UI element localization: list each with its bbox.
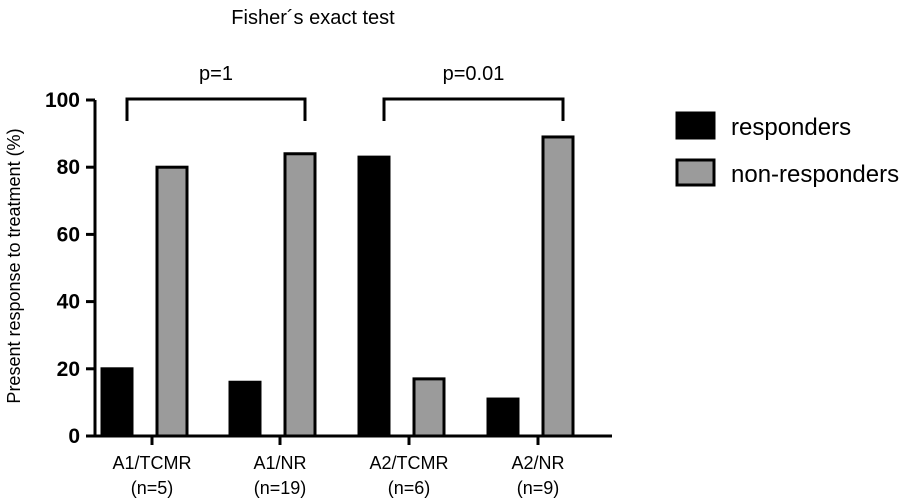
x-tick-label: A1/NR	[253, 453, 306, 473]
x-tick-label-n: (n=6)	[388, 478, 431, 498]
x-tick-label-n: (n=19)	[254, 478, 307, 498]
y-tick-label: 20	[57, 358, 80, 381]
y-tick-label: 60	[57, 223, 80, 246]
y-tick-label: 40	[57, 291, 80, 314]
bar-responders	[486, 397, 520, 438]
bar-responders	[357, 155, 391, 438]
bar-non-responders	[541, 135, 575, 438]
bar-non-responders	[283, 152, 317, 438]
y-tick-label: 100	[45, 89, 80, 112]
legend-label-responders: responders	[731, 114, 851, 141]
y-tick-label: 80	[57, 156, 80, 179]
chart-title: Fisher´s exact test	[231, 7, 395, 29]
y-axis-label: Present response to treatment (%)	[4, 128, 24, 403]
bar-responders	[228, 380, 262, 438]
legend-swatch-responders	[675, 111, 716, 140]
y-tick-label: 0	[68, 425, 80, 448]
x-tick-label: A2/TCMR	[369, 453, 448, 473]
x-tick-label-n: (n=5)	[131, 478, 174, 498]
significance-bracket	[382, 97, 565, 121]
bar-non-responders	[412, 377, 446, 438]
x-tick-label-n: (n=9)	[517, 478, 560, 498]
legend-swatch-non-responders	[675, 158, 716, 187]
bar-responders	[100, 367, 134, 438]
legend: responders non-responders	[675, 111, 899, 188]
p-value-label: p=0.01	[443, 63, 505, 85]
bar-non-responders	[155, 165, 189, 438]
x-tick-label: A2/NR	[511, 453, 564, 473]
significance-bracket	[125, 97, 307, 121]
x-tick-label: A1/TCMR	[112, 453, 191, 473]
legend-label-non-responders: non-responders	[731, 161, 899, 188]
p-value-label: p=1	[199, 63, 233, 85]
